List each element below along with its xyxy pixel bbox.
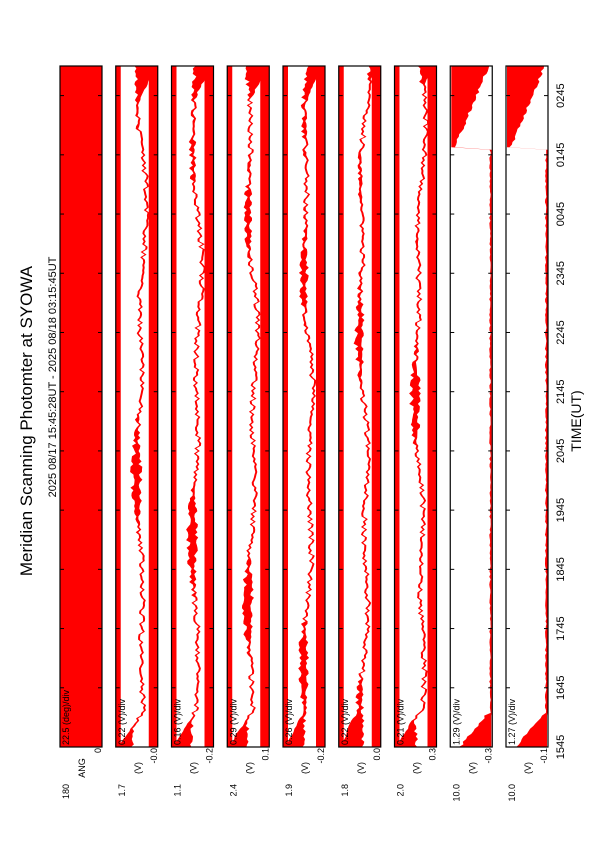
panel-label: (V) — [244, 762, 254, 774]
panel-bottom-value: -0.1 — [539, 748, 549, 764]
panel-frame — [226, 65, 270, 748]
panel-scale: 1.29 (V)/div — [451, 698, 461, 745]
panel-fill — [451, 66, 492, 747]
panel-top-value: 1.1 — [173, 784, 183, 797]
x-tick-label: 0145 — [555, 143, 567, 167]
panel-fill — [396, 66, 435, 747]
panel-bottom-value: 0 — [93, 748, 103, 753]
panel-label: (V) — [412, 762, 422, 774]
panel-fill — [340, 66, 379, 747]
panel-frame — [338, 65, 382, 748]
panel-scale: 0.26 (V)/div — [284, 698, 294, 745]
panel-top-value: 10.0 — [451, 784, 461, 802]
panel-bottom-fill — [371, 66, 381, 747]
panel-top-value: 1.9 — [284, 784, 294, 797]
panel-top-fill — [171, 66, 177, 747]
panel-label: (V) — [300, 762, 310, 774]
panel-bottom-value: 0.0 — [372, 748, 382, 761]
panel-label: (V) — [133, 762, 143, 774]
panel: 1.1 (V) -0.2 0.16 (V)/div — [170, 65, 215, 797]
panel-frame — [170, 65, 215, 748]
panel-top-fill — [338, 66, 344, 747]
panel-frame — [282, 65, 326, 748]
panel-top-value: 10.0 — [507, 784, 517, 802]
panel-fill — [285, 66, 323, 747]
panel-bottom-value: 0.1 — [260, 748, 270, 761]
x-tick-label: 2245 — [555, 320, 567, 344]
x-axis-label: TIME(UT) — [568, 390, 584, 451]
x-tick-label: 2345 — [555, 261, 567, 285]
panel-top-fill — [394, 66, 400, 747]
panel-fill — [173, 66, 212, 747]
panel-frame — [59, 65, 103, 748]
panel-scale: 1.27 (V)/div — [507, 698, 517, 745]
panel-top-value: 2.0 — [396, 784, 406, 797]
x-tick-label: 2045 — [555, 439, 567, 463]
panel-top-fill — [227, 66, 233, 747]
panel-top-value: 180 — [61, 784, 71, 799]
panel: 180 ANG 0 22.5 (deg)/div — [59, 65, 103, 799]
panel-scale: 0.29 (V)/div — [228, 698, 238, 745]
panel: 2.4 (V) 0.1 0.29 (V)/div — [226, 65, 270, 797]
panel-fill — [507, 66, 548, 747]
panel-scale: 0.21 (V)/div — [396, 698, 406, 745]
x-tick-label: 1645 — [555, 676, 567, 700]
panel-label: (V) — [356, 762, 366, 774]
panel-fill — [229, 66, 268, 747]
panel: 10.0 (V) -0.3 1.29 (V)/div — [449, 65, 493, 802]
panel-frame — [505, 65, 549, 748]
x-tick-label: 0245 — [555, 83, 567, 107]
panel-bottom-fill — [148, 66, 158, 747]
panel-bottom-value: -0.2 — [316, 748, 326, 764]
x-tick-label: 1945 — [555, 498, 567, 522]
panel-top-fill — [283, 66, 288, 747]
panel: 1.8 (V) 0.0 0.22 (V)/div — [338, 65, 382, 797]
panel-bottom-fill — [260, 66, 270, 747]
panel-top-value: 2.4 — [228, 784, 238, 797]
panel-scale: 0.22 (V)/div — [117, 698, 127, 745]
panel: 10.0 (V) -0.1 1.27 (V)/div — [505, 65, 549, 802]
panel-fill — [60, 66, 102, 747]
chart-subtitle: 2025 08/17 15:45:28UT - 2025 08/18 03:15… — [47, 256, 59, 497]
panel-scale: 0.22 (V)/div — [340, 698, 350, 745]
x-tick-labels: 1545 1645 1745 1845 1945 2045 2145 2245 2345 0045… — [555, 83, 567, 759]
panel-top-value: 1.8 — [340, 784, 350, 797]
panel-scale: 22.5 (deg)/div — [61, 689, 71, 745]
panel: 1.7 (V) -0.0 0.22 (V)/div — [115, 65, 159, 797]
panel-frame — [449, 65, 493, 748]
panel-label: (V) — [467, 762, 477, 774]
panel-label: (V) — [523, 762, 533, 774]
panel-label: ANG — [77, 758, 87, 778]
x-tick-label: 1545 — [555, 735, 567, 759]
x-tick-label: 1845 — [555, 557, 567, 581]
panel-frame — [115, 65, 159, 748]
chart-title: Meridian Scanning Photomter at SYOWA — [17, 265, 36, 576]
panel: 1.9 (V) -0.2 0.26 (V)/div — [282, 65, 326, 797]
panel-bottom-value: 0.3 — [428, 748, 438, 761]
panel-bottom-fill — [204, 66, 214, 747]
panel: 2.0 (V) 0.3 0.21 (V)/div — [393, 65, 438, 797]
panel-bottom-value: -0.3 — [483, 748, 493, 764]
x-tick-label: 2145 — [555, 379, 567, 403]
panel-label: (V) — [189, 762, 199, 774]
panel-bottom-fill — [427, 66, 437, 747]
panel-top-value: 1.7 — [117, 784, 127, 797]
x-tick-label: 1745 — [555, 616, 567, 640]
panel-bottom-value: -0.0 — [149, 748, 159, 764]
panels: 180 ANG 0 22.5 (deg)/div 1.7 (V) -0.0 0.22 (V)/… — [59, 65, 549, 802]
panel-scale: 0.16 (V)/div — [173, 698, 183, 745]
panel-bottom-value: -0.2 — [205, 748, 215, 764]
x-tick-label: 0045 — [555, 202, 567, 226]
panel-bottom-fill — [316, 66, 325, 747]
panel-frame — [393, 65, 438, 748]
panel-top-fill — [115, 66, 121, 747]
